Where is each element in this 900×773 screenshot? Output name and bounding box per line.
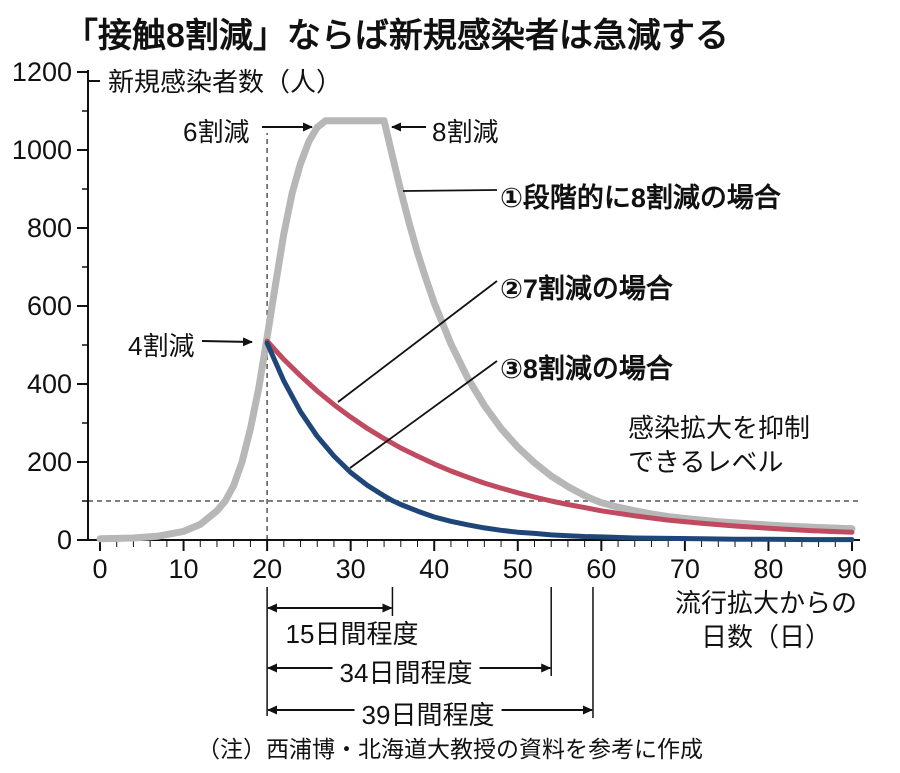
duration-label-39-days: 39日間程度 <box>354 695 502 732</box>
svg-text:80: 80 <box>753 554 783 584</box>
svg-text:10: 10 <box>169 554 199 584</box>
duration-label-34-days: 34日間程度 <box>332 653 480 690</box>
threshold-label: 感染拡大を抑制 できるレベル <box>628 412 810 480</box>
svg-text:40: 40 <box>419 554 449 584</box>
x-axis-label-line1: 流行拡大からの <box>674 588 857 618</box>
svg-text:400: 400 <box>27 369 72 399</box>
svg-text:600: 600 <box>27 291 72 321</box>
legend-series-1-stepwise-80pct: ①段階的に8割減の場合 <box>500 183 781 213</box>
svg-text:1000: 1000 <box>12 135 72 165</box>
legend-series-2-70pct: ②7割減の場合 <box>500 274 673 304</box>
threshold-label-line2: できるレベル <box>628 446 784 477</box>
svg-text:90: 90 <box>837 554 867 584</box>
svg-text:20: 20 <box>252 554 282 584</box>
svg-text:30: 30 <box>336 554 366 584</box>
svg-text:800: 800 <box>27 213 72 243</box>
svg-text:70: 70 <box>670 554 700 584</box>
source-note: （注）西浦博・北海道大教授の資料を参考に作成 <box>197 736 703 762</box>
page-title: 「接触8割減」ならば新規感染者は急減する <box>64 17 729 55</box>
x-axis-label: 流行拡大からの 日数（日） <box>664 586 868 655</box>
svg-text:60: 60 <box>586 554 616 584</box>
annotation-80pct-reduction: 8割減 <box>432 117 499 147</box>
legend-series-3-80pct: ③8割減の場合 <box>500 354 673 384</box>
svg-text:0: 0 <box>92 554 107 584</box>
threshold-label-line1: 感染拡大を抑制 <box>628 413 811 443</box>
svg-text:1200: 1200 <box>12 57 72 87</box>
annotation-40pct-reduction: 4割減 <box>128 331 195 361</box>
x-axis-label-line2: 日数（日） <box>700 622 831 653</box>
duration-label-15-days: 15日間程度 <box>285 619 419 649</box>
y-axis-label: 新規感染者数（人） <box>108 67 343 97</box>
svg-text:50: 50 <box>503 554 533 584</box>
svg-text:200: 200 <box>27 447 72 477</box>
svg-text:0: 0 <box>57 525 72 555</box>
annotation-60pct-reduction: 6割減 <box>183 117 250 147</box>
